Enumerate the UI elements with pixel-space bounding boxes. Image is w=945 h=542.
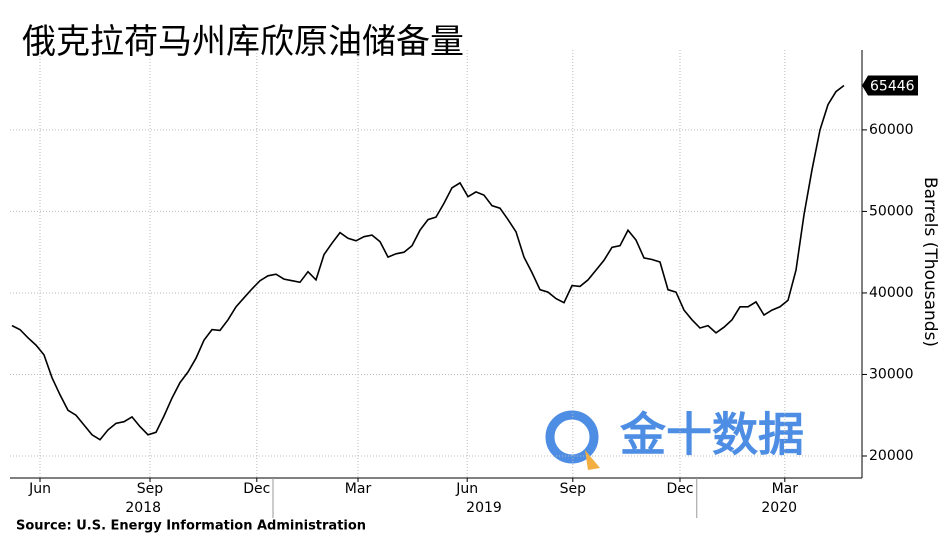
y-tick-label: 50000	[869, 203, 914, 219]
chart-title: 俄克拉荷马州库欣原油储备量	[22, 22, 464, 62]
x-tick-label: Sep	[560, 481, 587, 497]
y-tick-label: 60000	[869, 122, 914, 138]
source: Source: U.S. Energy Information Administ…	[16, 519, 366, 534]
line	[11, 84, 845, 441]
last-value-label: 65446	[870, 78, 915, 94]
watermark: 金十数据	[619, 408, 804, 462]
x-tick-label: Dec	[666, 481, 693, 497]
x-tick-label: Dec	[243, 481, 270, 497]
x-tick-label: Sep	[137, 481, 164, 497]
y-tick-label: 20000	[869, 448, 914, 464]
x-tick-label: Jun	[28, 481, 51, 497]
x-tick-label: Mar	[345, 481, 372, 497]
y-axis-label: Barrels (Thousands)	[920, 177, 940, 347]
last-value-box	[862, 75, 918, 96]
x-tick-label: Jun	[455, 481, 478, 497]
year-label: 2020	[761, 500, 797, 516]
x-tick-label: Mar	[772, 481, 799, 497]
year-label: 2019	[466, 500, 502, 516]
y-tick-label: 30000	[869, 366, 914, 382]
watermark-icon	[545, 410, 600, 470]
y-tick-label: 40000	[869, 285, 914, 301]
year-label: 2018	[125, 500, 161, 516]
